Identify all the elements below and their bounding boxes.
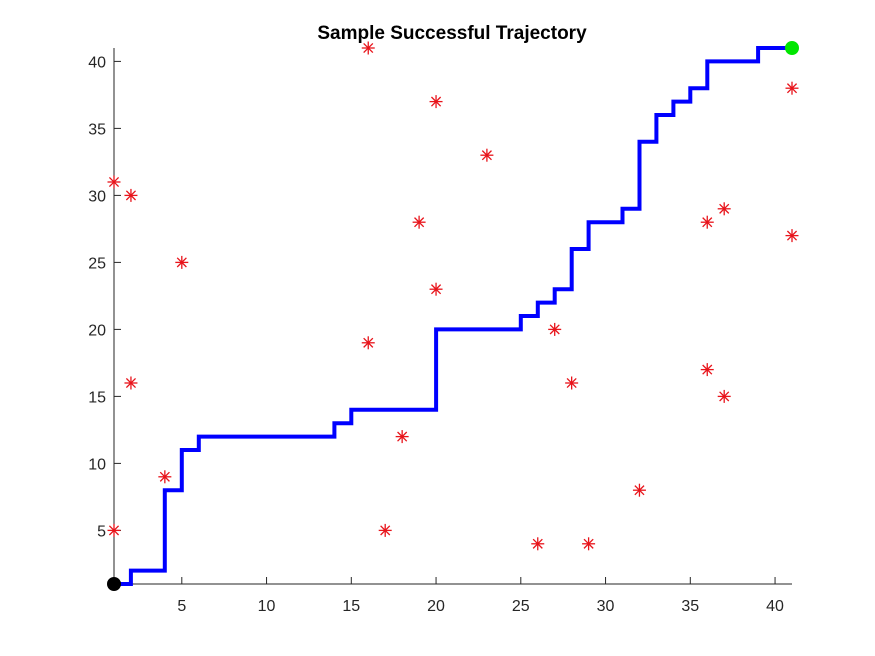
obstacle-stroke — [786, 230, 798, 241]
obstacle-stroke — [108, 176, 120, 188]
obstacle-marker — [124, 376, 138, 390]
obstacle-stroke — [414, 217, 425, 228]
obstacle-marker — [361, 336, 375, 350]
obstacle-marker — [412, 215, 426, 229]
plot-marks — [107, 41, 799, 591]
obstacle-marker — [107, 523, 121, 537]
obstacle-marker — [700, 215, 714, 229]
trajectory-line — [114, 46, 792, 586]
y-tick-label: 5 — [97, 523, 106, 540]
obstacle-stroke — [159, 471, 170, 482]
obstacle-stroke — [363, 337, 374, 348]
obstacle-stroke — [719, 391, 730, 402]
obstacle-stroke — [481, 150, 492, 161]
x-tick-label: 40 — [766, 598, 784, 615]
y-tick-label: 15 — [88, 389, 106, 406]
x-tick-label: 35 — [681, 598, 699, 615]
obstacle-marker — [700, 363, 714, 377]
obstacle-marker — [565, 376, 579, 390]
obstacle-stroke — [397, 431, 408, 442]
y-tick-label: 20 — [88, 322, 106, 339]
y-tick-label: 30 — [88, 188, 106, 205]
y-tick-label: 35 — [88, 121, 106, 138]
obstacle-stroke — [430, 284, 442, 295]
obstacle-marker — [480, 148, 494, 162]
x-tick-label: 10 — [258, 598, 276, 615]
obstacle-stroke — [108, 525, 120, 536]
obstacle-stroke — [380, 525, 391, 536]
obstacle-marker — [717, 389, 731, 403]
obstacle-marker — [582, 537, 596, 551]
obstacle-marker — [531, 537, 545, 551]
obstacle-marker — [124, 188, 138, 202]
obstacle-marker — [785, 229, 799, 243]
obstacle-stroke — [719, 203, 730, 214]
obstacle-stroke — [786, 83, 798, 94]
obstacle-stroke — [125, 377, 137, 389]
obstacle-stroke — [125, 190, 137, 201]
obstacle-marker — [395, 430, 409, 444]
obstacle-marker — [785, 81, 799, 95]
x-tick-label: 15 — [342, 598, 360, 615]
start-marker — [107, 577, 121, 591]
obstacle-stroke — [702, 364, 713, 375]
obstacle-stroke — [702, 217, 713, 228]
obstacle-marker — [175, 255, 189, 269]
obstacle-stroke — [430, 96, 442, 107]
obstacle-marker — [107, 175, 121, 189]
x-tick-label: 20 — [427, 598, 445, 615]
obstacle-marker — [158, 470, 172, 484]
obstacle-marker — [548, 322, 562, 336]
obstacle-stroke — [566, 377, 577, 389]
obstacle-marker — [717, 202, 731, 216]
y-tick-label: 40 — [88, 54, 106, 71]
y-tick-label: 25 — [88, 255, 106, 272]
obstacle-stroke — [363, 42, 374, 54]
goal-marker — [785, 41, 799, 55]
obstacle-stroke — [634, 485, 645, 496]
obstacle-marker — [429, 95, 443, 109]
x-tick-label: 5 — [177, 598, 186, 615]
obstacle-marker — [632, 483, 646, 497]
axes: 5 10 15 20 25 30 35 40 5 10 15 20 25 30 35 40 — [88, 48, 792, 615]
x-tick-label: 25 — [512, 598, 530, 615]
obstacle-stroke — [549, 324, 560, 335]
x-tick-label: 30 — [597, 598, 615, 615]
y-tick-label: 10 — [88, 456, 106, 473]
obstacle-stroke — [583, 538, 594, 549]
obstacle-stroke — [176, 257, 187, 268]
obstacle-marker — [361, 41, 375, 55]
obstacle-stroke — [532, 538, 543, 549]
obstacle-marker — [378, 523, 392, 537]
chart-title: Sample Successful Trajectory — [317, 23, 587, 44]
obstacle-marker — [429, 282, 443, 296]
